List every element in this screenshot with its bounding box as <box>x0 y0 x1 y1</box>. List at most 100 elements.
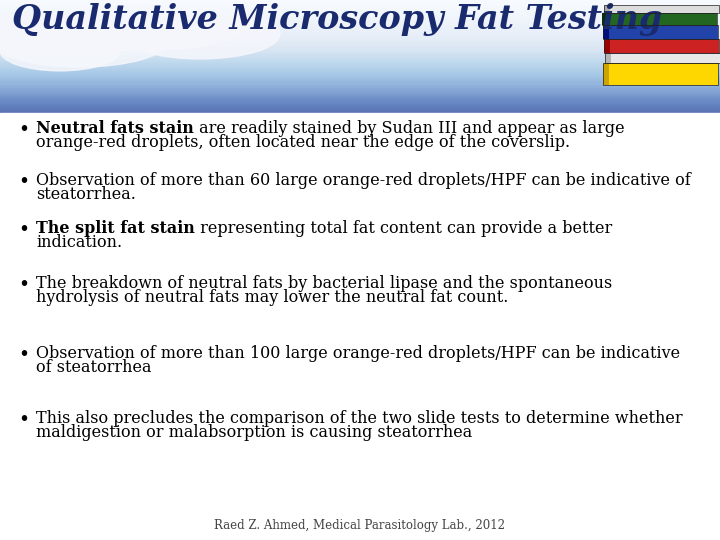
Bar <box>0 112 720 113</box>
Bar <box>0 76 720 77</box>
Bar <box>0 79 720 80</box>
Bar <box>0 94 720 95</box>
Text: •: • <box>18 410 29 429</box>
Text: •: • <box>18 120 29 139</box>
Text: are readily stained by Sudan III and appear as large: are readily stained by Sudan III and app… <box>194 120 624 137</box>
Text: •: • <box>18 275 29 294</box>
Bar <box>603 25 609 39</box>
Bar <box>0 51 720 52</box>
Bar <box>605 53 720 63</box>
Bar <box>602 13 608 25</box>
Bar <box>0 68 720 69</box>
Bar <box>0 62 720 63</box>
Bar <box>0 1 720 2</box>
Bar <box>0 73 720 75</box>
Ellipse shape <box>0 31 120 71</box>
Bar <box>0 23 720 24</box>
Bar <box>0 98 720 99</box>
Text: maldigestion or malabsorption is causing steatorrhea: maldigestion or malabsorption is causing… <box>36 424 472 441</box>
Bar <box>0 28 720 29</box>
Bar <box>0 7 720 8</box>
Bar <box>0 80 720 82</box>
Text: indication.: indication. <box>36 234 122 251</box>
Bar <box>0 42 720 43</box>
Bar <box>0 44 720 45</box>
Bar <box>0 56 720 57</box>
Bar <box>603 63 718 85</box>
Text: Neutral fats stain: Neutral fats stain <box>36 120 194 137</box>
Bar <box>0 63 720 64</box>
Bar <box>0 36 720 37</box>
Bar <box>0 22 720 23</box>
Bar <box>0 35 720 36</box>
Bar <box>0 26 720 27</box>
Bar <box>604 5 610 13</box>
Bar <box>0 65 720 66</box>
Text: •: • <box>18 172 29 191</box>
Bar <box>0 48 720 49</box>
Bar <box>0 32 720 33</box>
Text: Raed Z. Ahmed, Medical Parasitology Lab., 2012: Raed Z. Ahmed, Medical Parasitology Lab.… <box>215 519 505 532</box>
Bar <box>0 9 720 10</box>
Text: The split fat stain: The split fat stain <box>36 220 195 237</box>
Bar <box>0 49 720 50</box>
Bar <box>0 3 720 4</box>
Bar <box>0 95 720 96</box>
Text: •: • <box>18 345 29 364</box>
Text: steatorrhea.: steatorrhea. <box>36 186 136 203</box>
Bar <box>604 39 719 53</box>
Text: orange-red droplets, often located near the edge of the coverslip.: orange-red droplets, often located near … <box>36 134 570 151</box>
Bar <box>0 91 720 93</box>
Bar <box>0 82 720 83</box>
Bar <box>0 38 720 39</box>
Bar <box>0 77 720 78</box>
Bar <box>0 60 720 61</box>
Bar <box>0 53 720 54</box>
Bar <box>0 107 720 109</box>
Bar <box>0 40 720 42</box>
Ellipse shape <box>0 14 70 54</box>
Bar <box>605 53 611 63</box>
Bar <box>0 72 720 73</box>
Bar <box>0 19 720 21</box>
Bar <box>0 45 720 46</box>
Bar <box>0 12 720 14</box>
Bar <box>0 64 720 65</box>
Text: •: • <box>18 220 29 239</box>
Bar <box>0 110 720 111</box>
Bar <box>0 54 720 56</box>
Bar <box>604 5 719 13</box>
Bar <box>0 52 720 53</box>
Bar <box>0 11 720 12</box>
Bar <box>603 25 718 39</box>
Bar <box>0 17 720 18</box>
Text: Observation of more than 60 large orange-red droplets/HPF can be indicative of: Observation of more than 60 large orange… <box>36 172 690 189</box>
Ellipse shape <box>0 12 170 67</box>
Bar <box>0 104 720 105</box>
Bar <box>0 4 720 5</box>
Bar <box>0 99 720 100</box>
Bar <box>0 70 720 71</box>
Bar <box>0 10 720 11</box>
Bar <box>0 71 720 72</box>
Bar <box>0 59 720 60</box>
Bar <box>0 102 720 103</box>
Bar <box>0 105 720 106</box>
Bar <box>0 87 720 88</box>
Bar <box>0 85 720 86</box>
Bar <box>0 97 720 98</box>
Bar <box>0 89 720 90</box>
Bar <box>603 63 718 85</box>
Bar <box>602 13 717 25</box>
Bar <box>0 75 720 76</box>
Bar <box>0 29 720 30</box>
Bar <box>0 90 720 91</box>
Bar <box>0 16 720 17</box>
Bar <box>0 14 720 15</box>
Bar <box>0 27 720 28</box>
Bar <box>0 111 720 112</box>
Bar <box>0 8 720 9</box>
Bar <box>0 34 720 35</box>
Bar <box>0 61 720 62</box>
Bar <box>603 63 609 85</box>
